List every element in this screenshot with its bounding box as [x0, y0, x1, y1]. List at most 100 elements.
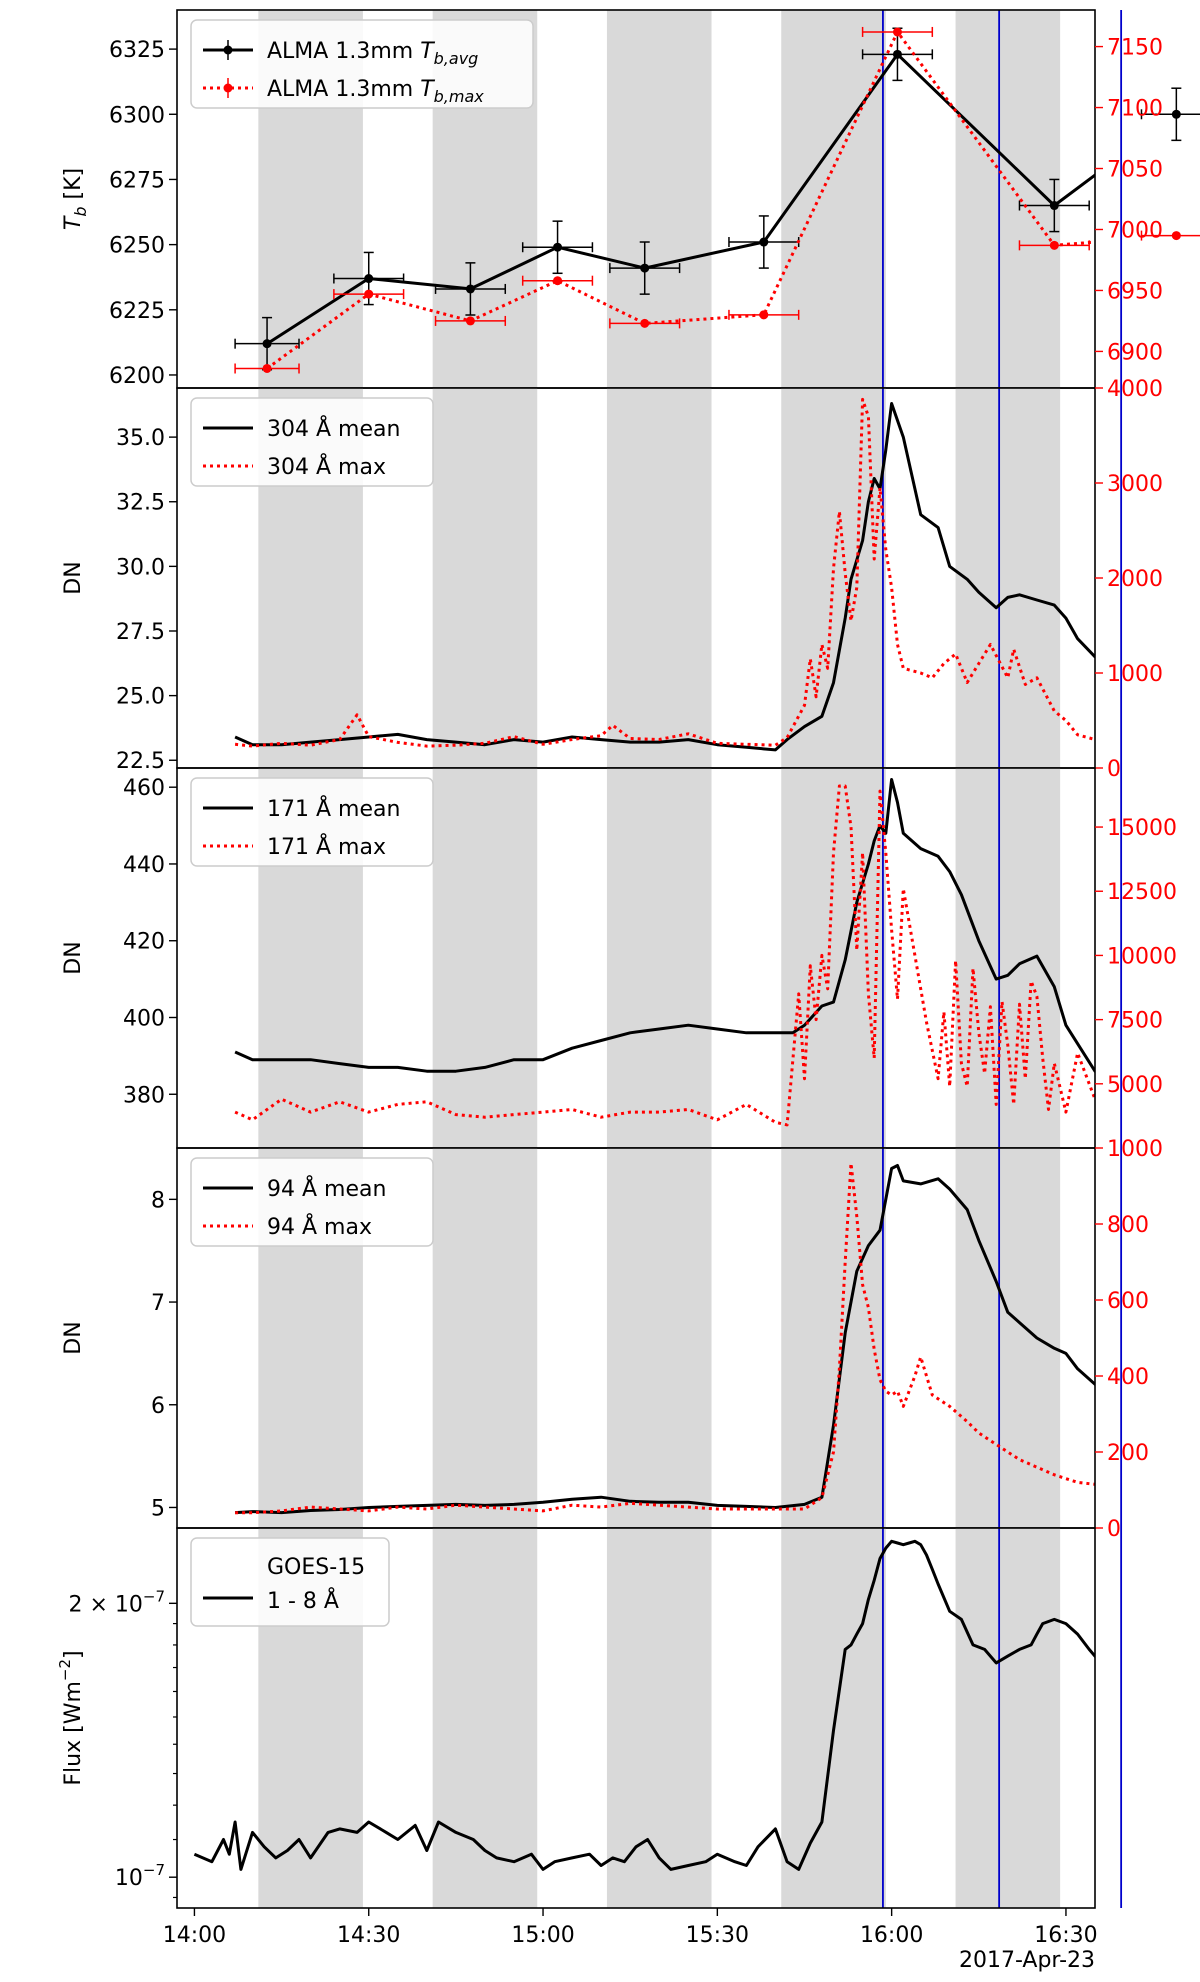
y-tick-label: 6225 — [109, 299, 165, 324]
series-line-primary — [193, 1539, 1095, 1871]
y-tick-label: 5 — [151, 1496, 165, 1521]
shaded-interval — [432, 1528, 538, 1908]
y-axis-title: DN — [61, 561, 86, 594]
shaded-interval — [606, 10, 712, 388]
marker — [262, 339, 272, 349]
data-point — [728, 215, 800, 269]
legend: ALMA 1.3mm Tb,avg ALMA 1.3mm Tb,max — [190, 19, 534, 109]
series-line-primary — [234, 778, 1095, 1074]
y2-tick-label: 3000 — [1107, 472, 1163, 497]
marker — [640, 263, 650, 273]
y2-tick-label: 0 — [1107, 1517, 1121, 1542]
data-point — [521, 275, 594, 286]
panel-aia94: 5 6 7 8 0 200 400 600 800 1000 DN 94 Å mean 94 Å max — [61, 1137, 1163, 1542]
y2-tick-label: 5000 — [1107, 1073, 1163, 1098]
legend: 304 Å mean 304 Å max — [190, 397, 434, 487]
shaded-interval — [955, 388, 1061, 768]
y2-tick-label: 15000 — [1107, 816, 1177, 841]
marker — [1049, 240, 1059, 250]
marker — [892, 27, 902, 37]
legend-label: ALMA 1.3mm Tb,avg — [267, 39, 478, 68]
legend-label: 94 Å mean — [267, 1175, 386, 1202]
y2-tick-label: 1000 — [1107, 1137, 1163, 1162]
y2-tick-label: 400 — [1107, 1365, 1149, 1390]
y2-tick-label: 2000 — [1107, 567, 1163, 592]
y-tick-label: 30.0 — [116, 555, 165, 580]
shaded-interval — [432, 768, 538, 1148]
shaded-interval — [606, 1148, 712, 1528]
y-tick-label: 380 — [123, 1083, 165, 1108]
y2-tick-label: 800 — [1107, 1213, 1149, 1238]
data-point — [861, 26, 934, 37]
y-tick-label: 35.0 — [116, 426, 165, 451]
y-tick-label: 32.5 — [116, 491, 165, 516]
data-point — [728, 309, 800, 320]
panel-aia304: 22.5 25.0 27.5 30.0 32.5 35.0 0 1000 2000 3000 400… — [61, 377, 1163, 782]
legend-label: GOES-15 — [267, 1555, 365, 1580]
shaded-interval — [781, 768, 886, 1148]
data-point — [609, 318, 681, 329]
shaded-interval — [955, 768, 1061, 1148]
marker — [465, 284, 475, 294]
y-tick-label: 400 — [123, 1006, 165, 1031]
data-point — [434, 315, 507, 326]
shaded-interval — [606, 388, 712, 768]
y-tick-label: 6250 — [109, 234, 165, 259]
axes-frame — [176, 1527, 1096, 1909]
marker — [1049, 201, 1059, 211]
y-tick-label: 6 — [151, 1394, 165, 1419]
x-tick-label: 14:30 — [337, 1923, 400, 1948]
data-point — [521, 220, 594, 275]
legend-label: ALMA 1.3mm Tb,max — [267, 77, 484, 106]
y2-tick-label: 7500 — [1107, 1009, 1163, 1034]
x-tick-label: 14:00 — [163, 1923, 226, 1948]
legend-box — [190, 1157, 434, 1247]
marker — [553, 242, 563, 252]
y2-tick-label: 200 — [1107, 1441, 1149, 1466]
legend-label: 171 Å mean — [267, 795, 400, 822]
y-tick-label: 420 — [123, 930, 165, 955]
y-axis-title: Tb [K] — [61, 168, 90, 230]
series-line-primary — [234, 402, 1095, 752]
data-point — [1018, 178, 1090, 233]
data-point — [434, 262, 507, 316]
y2-tick-label: 6900 — [1107, 340, 1163, 365]
y2-tick-label: 7050 — [1107, 158, 1163, 183]
y-tick-label: 440 — [123, 853, 165, 878]
marker — [759, 310, 769, 320]
shaded-interval — [955, 1528, 1061, 1908]
y-tick-label: 6300 — [109, 103, 165, 128]
shaded-interval — [955, 10, 1061, 388]
y-tick-label: 22.5 — [116, 749, 165, 774]
x-tick-label: 16:00 — [860, 1923, 923, 1948]
y-tick-label: 10−7 — [115, 1861, 165, 1891]
y2-tick-label: 1000 — [1107, 662, 1163, 687]
panel-goes: 10−7 2 × 10−7 Flux [Wm−2] GOES-15 1 - 8 Å 14:… — [56, 1527, 1123, 1948]
y-tick-label: 6275 — [109, 168, 165, 193]
series-line-secondary — [234, 397, 1095, 748]
data-point — [609, 241, 681, 295]
legend-box — [190, 777, 434, 867]
x-axis-date-label: 2017-Apr-23 — [959, 1948, 1095, 1973]
legend: 94 Å mean 94 Å max — [190, 1157, 434, 1247]
y-tick-label: 6325 — [109, 38, 165, 63]
shaded-interval — [955, 1148, 1061, 1528]
marker — [262, 363, 272, 373]
panel-alma: 6200 6225 6250 6275 6300 6325 6900 6950 7000 7050… — [61, 9, 1200, 389]
shaded-interval — [606, 768, 712, 1148]
legend-box — [190, 19, 534, 109]
y-axis-title: Flux [Wm−2] — [56, 1650, 86, 1785]
y2-tick-label: 0 — [1107, 757, 1121, 782]
legend-label: 304 Å max — [267, 453, 386, 480]
y-tick-label: 7 — [151, 1291, 165, 1316]
shaded-interval — [781, 10, 886, 388]
series-line-secondary — [235, 1161, 1095, 1515]
shaded-interval — [606, 1528, 712, 1908]
legend-label: 94 Å max — [267, 1213, 372, 1240]
y-tick-label: 460 — [123, 776, 165, 801]
legend: 171 Å mean 171 Å max — [190, 777, 434, 867]
marker — [364, 289, 374, 299]
y2-tick-label: 600 — [1107, 1289, 1149, 1314]
y2-tick-label: 7100 — [1107, 97, 1163, 122]
